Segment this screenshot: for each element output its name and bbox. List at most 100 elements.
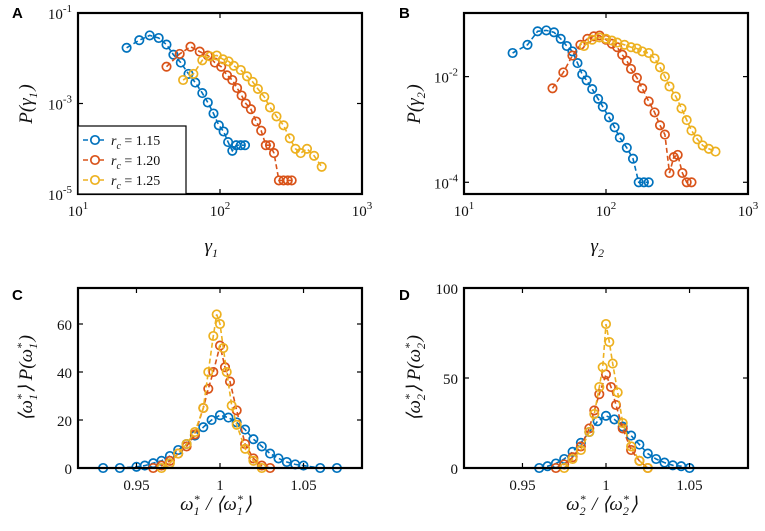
data-point — [194, 46, 205, 57]
data-point — [522, 39, 533, 50]
data-point — [248, 434, 259, 445]
data-point — [203, 366, 214, 378]
panel-c: C 0.95 1 1.05 0 20 40 60 ω* 1 / ⟨ω* 1 ⟩ ⟨ω*1 ⟩ P(ω*… — [12, 286, 364, 518]
data-point — [221, 70, 233, 81]
data-point — [197, 55, 208, 66]
data-point — [637, 83, 648, 94]
data-point — [642, 448, 653, 459]
data-point — [606, 35, 617, 46]
legend-marker — [89, 174, 101, 186]
data-point — [286, 175, 297, 186]
y-tick-label: 100 — [436, 282, 459, 298]
data-point — [676, 103, 687, 114]
data-point — [625, 63, 637, 74]
data-point — [214, 318, 226, 330]
legend-marker — [89, 134, 101, 146]
data-point — [235, 64, 246, 76]
series-3 — [178, 50, 327, 172]
data-point — [273, 453, 284, 464]
data-point — [621, 142, 632, 153]
data-point — [572, 58, 583, 69]
y-tick-label: 10-3 — [48, 94, 73, 114]
data-point — [188, 68, 199, 79]
y-tick-label: 20 — [57, 414, 72, 430]
data-point — [664, 167, 675, 179]
data-point — [578, 40, 590, 52]
data-point — [174, 48, 185, 59]
x-axis-label: ω* 2 / ⟨ω* 2 ⟩ — [566, 492, 638, 518]
data-point — [609, 414, 620, 425]
data-point — [256, 441, 267, 452]
data-point — [677, 167, 688, 179]
data-point — [612, 387, 623, 398]
data-point — [121, 42, 132, 53]
legend-label: rc = 1.20 — [111, 154, 160, 172]
y-tick-label: 50 — [443, 372, 458, 388]
data-point — [278, 120, 289, 131]
data-point — [271, 111, 282, 122]
x-tick-label: 102 — [596, 200, 617, 220]
data-point — [548, 27, 560, 38]
y-tick-label: 60 — [57, 318, 72, 334]
data-point — [235, 140, 246, 151]
data-point — [686, 177, 697, 188]
series-2 — [161, 41, 297, 186]
data-point — [637, 46, 648, 57]
panel-letter-b: B — [399, 5, 410, 22]
series-3 — [578, 32, 721, 157]
data-point — [248, 455, 259, 466]
data-point — [589, 408, 600, 420]
series-3 — [156, 309, 267, 474]
data-point — [217, 54, 229, 65]
y-tick-label: 10-1 — [48, 3, 72, 23]
panel-a: A 101 102 103 10-5 10-3 10-1 γ1 P(γ1 ) rc = 1.15… — [12, 3, 373, 260]
data-point — [567, 453, 578, 465]
x-axis-label: γ2 — [590, 236, 605, 260]
data-point — [153, 32, 164, 44]
data-point — [189, 426, 200, 438]
data-point — [161, 61, 172, 72]
data-point — [607, 358, 618, 369]
data-point — [197, 88, 208, 99]
data-point — [298, 460, 309, 471]
legend-label: rc = 1.15 — [111, 134, 160, 152]
x-tick-label: 1.05 — [290, 478, 316, 494]
data-point — [198, 422, 209, 433]
data-point — [301, 143, 313, 154]
x-tick-label: 101 — [454, 200, 475, 220]
y-tick-label: 10-5 — [48, 184, 73, 204]
x-axis-label: ω* 1 / ⟨ω* 1 ⟩ — [180, 492, 252, 518]
data-point — [181, 438, 192, 450]
panel-letter-a: A — [12, 5, 23, 22]
data-point — [597, 362, 608, 373]
data-point — [643, 96, 654, 107]
data-point — [218, 126, 229, 137]
data-point — [581, 75, 592, 86]
data-point — [260, 140, 271, 151]
data-point — [651, 453, 662, 465]
data-point — [567, 46, 578, 57]
data-point — [593, 93, 604, 104]
series-line — [152, 345, 271, 469]
data-point — [256, 125, 267, 136]
data-point — [589, 405, 600, 416]
x-tick-label: 102 — [210, 200, 231, 220]
data-point — [670, 91, 681, 102]
data-point — [597, 101, 608, 112]
y-axis-label: P(γ1 ) — [16, 84, 40, 124]
x-tick-label: 0.95 — [123, 478, 149, 494]
data-point — [681, 115, 692, 126]
legend-marker — [89, 154, 101, 166]
data-point — [265, 448, 276, 459]
data-point — [264, 102, 276, 113]
data-point — [594, 389, 605, 400]
data-point — [309, 150, 320, 161]
data-point — [664, 81, 675, 92]
data-point — [621, 55, 632, 66]
data-point — [236, 90, 247, 101]
data-point — [631, 43, 642, 54]
data-point — [284, 133, 295, 144]
data-point — [203, 383, 214, 394]
data-point — [634, 455, 645, 466]
